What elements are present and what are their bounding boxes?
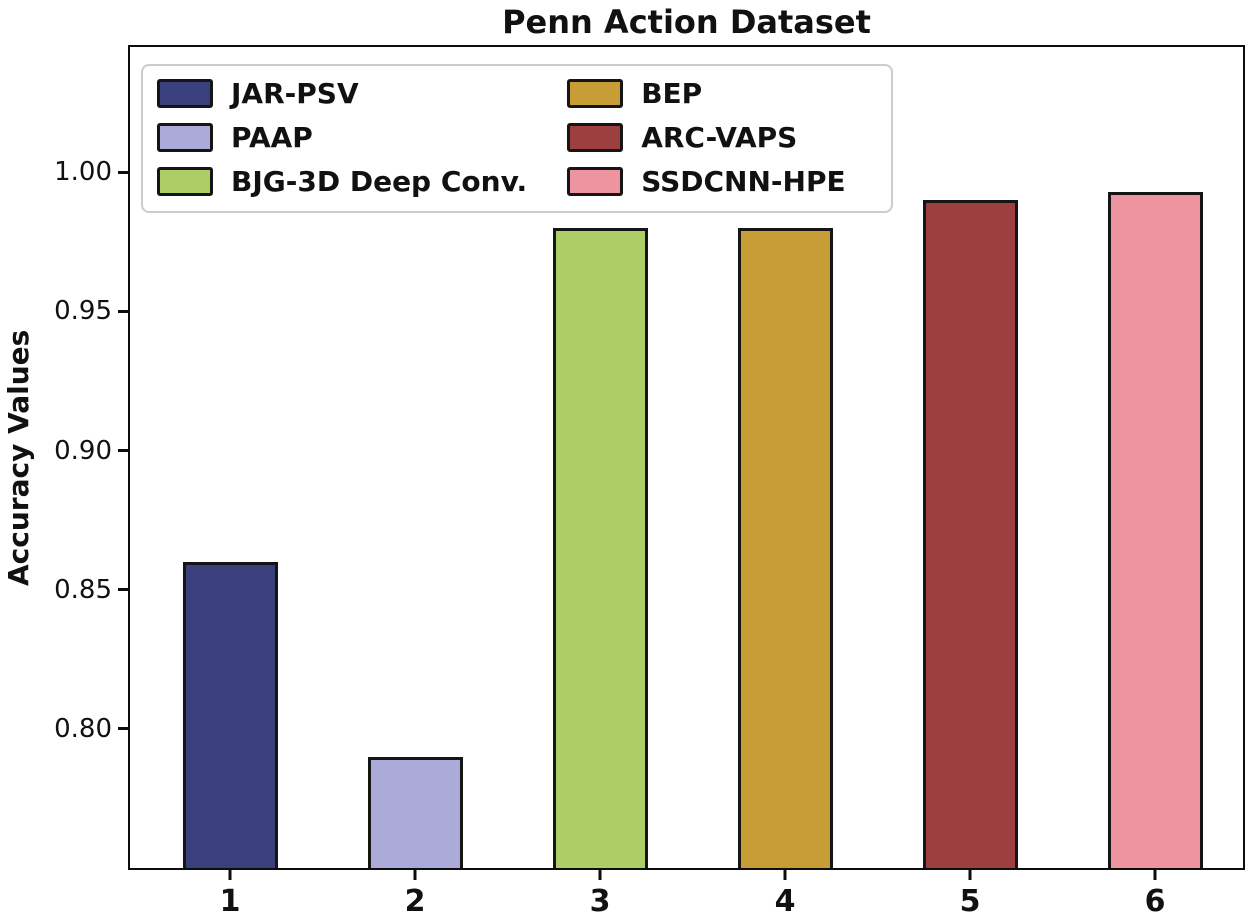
x-tick-label-5: 5 (959, 884, 981, 918)
y-tick-mark-0.85 (118, 588, 130, 592)
bar-4-BEP (737, 227, 833, 868)
x-tick-mark-6 (1153, 868, 1157, 880)
legend-swatch-icon (567, 167, 624, 196)
bar-1-JAR-PSV (182, 561, 278, 868)
x-tick-mark-2 (413, 868, 417, 880)
y-tick-label-0.80: 0.80 (54, 713, 112, 744)
y-tick-label-0.95: 0.95 (54, 296, 112, 327)
y-tick-label-0.85: 0.85 (54, 574, 112, 605)
legend-item-BEP: BEP (567, 79, 873, 108)
legend-item-SSDCNN-HPE: SSDCNN-HPE (567, 167, 873, 196)
legend-label: JAR-PSV (231, 76, 359, 110)
x-tick-label-1: 1 (219, 884, 241, 918)
plot-area: 1.00 0.95 0.90 0.85 0.80 1 2 3 4 5 6 JAR-PSV PAAP BJG… (54, 45, 1245, 918)
legend: JAR-PSV PAAP BJG-3D Deep Conv. BEP ARC-VAPS S… (141, 64, 893, 213)
legend-swatch-icon (567, 123, 624, 152)
legend-label: BJG-3D Deep Conv. (231, 164, 528, 198)
y-tick-mark-0.90 (118, 449, 130, 453)
x-tick-label-2: 2 (404, 884, 426, 918)
legend-item-ARC-VAPS: ARC-VAPS (567, 123, 873, 152)
legend-label: SSDCNN-HPE (641, 164, 846, 198)
bar-2-PAAP (367, 756, 463, 868)
x-tick-mark-1 (228, 868, 232, 880)
y-axis-label: Accuracy Values (2, 329, 35, 586)
legend-item-JAR-PSV: JAR-PSV (157, 79, 527, 108)
y-tick-mark-0.95 (118, 309, 130, 313)
y-tick-mark-0.80 (118, 727, 130, 731)
legend-swatch-icon (567, 79, 624, 108)
bar-6-SSDCNN-HPE (1107, 191, 1203, 868)
chart-title: Penn Action Dataset (502, 3, 871, 41)
legend-item-BJG-3D Deep Conv.: BJG-3D Deep Conv. (157, 167, 527, 196)
x-tick-label-6: 6 (1144, 884, 1166, 918)
x-tick-mark-3 (598, 868, 602, 880)
legend-item-PAAP: PAAP (157, 123, 527, 152)
bar-3-BJG-3D Deep Conv. (552, 227, 648, 868)
legend-swatch-icon (157, 123, 213, 152)
legend-swatch-icon (157, 79, 213, 108)
legend-label: BEP (641, 76, 703, 110)
x-tick-mark-4 (783, 868, 787, 880)
legend-label: ARC-VAPS (641, 120, 798, 154)
x-tick-label-3: 3 (589, 884, 611, 918)
y-tick-mark-1.00 (118, 170, 130, 174)
legend-swatch-icon (157, 167, 213, 196)
y-tick-label-0.90: 0.90 (54, 435, 112, 466)
y-tick-label-1.00: 1.00 (54, 157, 112, 188)
x-tick-mark-5 (968, 868, 972, 880)
bar-5-ARC-VAPS (922, 200, 1018, 868)
x-tick-label-4: 4 (774, 884, 796, 918)
legend-label: PAAP (231, 120, 313, 154)
